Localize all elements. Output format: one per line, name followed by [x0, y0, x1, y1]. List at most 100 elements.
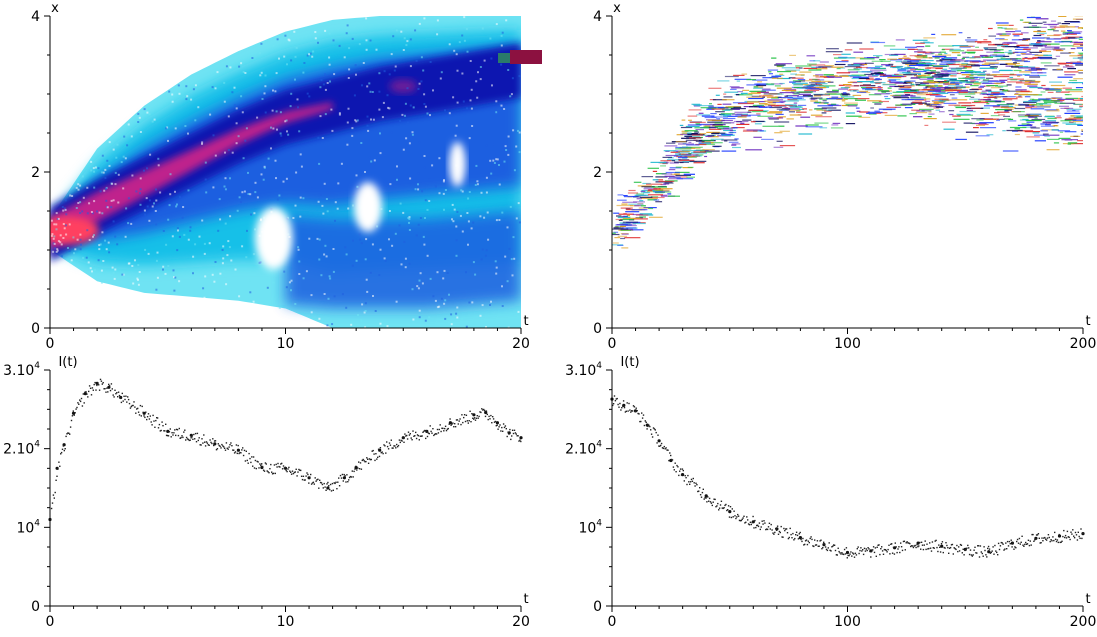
trace-dot: [678, 474, 680, 477]
density-speckle: [490, 57, 493, 60]
trace-dot: [79, 399, 81, 401]
trace-dot: [411, 439, 413, 441]
trace-dot: [831, 546, 833, 548]
density-speckle: [235, 107, 238, 110]
trace-dot: [479, 411, 481, 413]
trace-dot: [1046, 537, 1049, 539]
density-speckle: [240, 95, 243, 98]
trace-dot: [511, 429, 514, 431]
trace-dot: [217, 443, 219, 445]
density-speckle: [270, 126, 272, 129]
trace-dot: [923, 544, 925, 546]
trace-dot: [175, 434, 177, 437]
density-speckle: [139, 192, 141, 195]
trace-dot: [288, 466, 290, 469]
density-speckle: [274, 90, 277, 93]
trace-dot: [55, 479, 57, 481]
trace-dot: [190, 437, 192, 439]
trace-dot: [135, 412, 137, 414]
density-speckle: [233, 86, 236, 89]
trace-dot: [689, 481, 692, 483]
density-speckle: [137, 112, 140, 115]
trace-dot: [292, 472, 295, 475]
density-speckle: [508, 247, 511, 250]
trace-dot: [854, 552, 857, 554]
density-speckle: [399, 120, 402, 122]
trace-dot: [787, 537, 790, 540]
density-speckle: [88, 202, 91, 205]
trace-dot: [397, 444, 400, 447]
trace-dot: [258, 467, 260, 469]
trace-dot: [84, 391, 86, 393]
density-speckle: [411, 131, 414, 134]
trace-dot: [1034, 539, 1036, 541]
density-speckle: [324, 73, 326, 76]
density-speckle: [505, 19, 508, 22]
trace-dot: [1077, 531, 1079, 533]
density-speckle: [203, 242, 206, 245]
density-speckle: [420, 80, 423, 83]
density-speckle: [461, 72, 464, 75]
density-speckle: [77, 188, 80, 191]
density-speckle: [112, 220, 115, 223]
trace-dot: [133, 401, 135, 403]
trace-dot: [448, 423, 450, 425]
density-speckle: [288, 281, 291, 284]
trace-dot: [454, 423, 456, 425]
density-speckle: [434, 299, 437, 302]
density-speckle: [470, 227, 473, 230]
trace-dot: [655, 431, 657, 434]
trace-dot: [417, 435, 420, 437]
density-speckle: [466, 107, 468, 110]
trace-dot: [693, 482, 695, 484]
trace-dot: [989, 552, 992, 554]
density-speckle: [285, 119, 288, 122]
density-speckle: [438, 157, 441, 160]
data-point: [166, 429, 170, 433]
trace-dot: [271, 473, 274, 475]
density-speckle: [151, 205, 154, 208]
trace-dot: [103, 388, 105, 390]
trace-dot: [509, 428, 511, 431]
trace-dot: [251, 456, 253, 458]
trace-dot: [979, 545, 982, 547]
density-speckle: [355, 259, 358, 262]
density-speckle: [171, 235, 174, 238]
density-speckle: [76, 238, 79, 241]
trace-dot: [54, 491, 56, 494]
density-speckle: [223, 81, 226, 84]
density-speckle: [507, 326, 510, 328]
trace-dot: [900, 546, 903, 548]
trace-dot: [481, 408, 483, 410]
density-speckle: [93, 186, 96, 189]
density-speckle: [93, 234, 95, 237]
trace-dot: [784, 529, 786, 532]
trace-dot: [94, 381, 96, 384]
trace-dot: [744, 522, 746, 524]
trace-dot: [367, 462, 370, 464]
density-speckle: [108, 141, 111, 144]
density-speckle: [400, 263, 403, 266]
trace-dot: [167, 435, 170, 437]
trace-dot: [868, 548, 870, 550]
trace-dot: [134, 406, 136, 408]
trace-dot: [659, 445, 661, 447]
trace-dot: [990, 551, 992, 554]
density-speckle: [403, 37, 406, 40]
x-tick-label: 0: [608, 614, 617, 630]
trace-dot: [505, 428, 507, 430]
trace-dot: [117, 391, 120, 393]
trace-dot: [1001, 542, 1003, 544]
density-speckle: [456, 69, 459, 72]
trace-dot: [1052, 536, 1054, 538]
trace-dot: [763, 520, 765, 522]
trace-dot: [615, 398, 617, 400]
trace-dot: [1032, 533, 1034, 536]
density-speckle: [495, 219, 498, 222]
trace-dot: [969, 549, 972, 551]
trace-dot: [789, 527, 791, 530]
density-speckle: [352, 204, 354, 207]
density-speckle: [68, 249, 71, 252]
trace-dot: [773, 533, 775, 535]
